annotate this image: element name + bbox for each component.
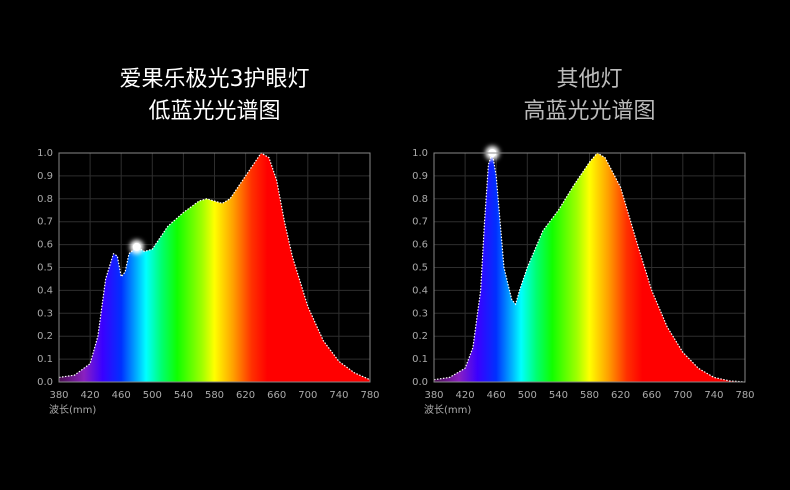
x-tick-label: 540 [549, 390, 568, 401]
y-tick-label: 0.7 [37, 217, 53, 228]
y-tick-label: 0.0 [37, 377, 53, 388]
y-tick-label: 0.2 [412, 331, 428, 342]
x-tick-label: 700 [298, 390, 317, 401]
x-tick-label: 740 [329, 390, 348, 401]
x-tick-label: 780 [735, 390, 754, 401]
x-tick-label: 460 [487, 390, 506, 401]
x-tick-label: 460 [112, 390, 131, 401]
x-tick-label: 580 [205, 390, 224, 401]
y-tick-label: 0.6 [412, 240, 428, 251]
y-tick-label: 0.7 [412, 217, 428, 228]
x-tick-label: 420 [456, 390, 475, 401]
x-tick-label: 500 [518, 390, 537, 401]
peak-dot [132, 242, 141, 251]
chart-title: 爱果乐极光3护眼灯 [120, 67, 310, 92]
x-tick-label: 660 [642, 390, 661, 401]
x-tick-label: 580 [580, 390, 599, 401]
y-tick-label: 0.2 [37, 331, 53, 342]
y-tick-label: 0.8 [37, 194, 53, 205]
x-tick-label: 380 [424, 390, 443, 401]
y-tick-label: 0.4 [37, 285, 53, 296]
x-tick-label: 420 [81, 390, 100, 401]
spectrum-line [58, 152, 371, 381]
y-tick-label: 0.3 [37, 308, 53, 319]
y-tick-label: 0.6 [37, 240, 53, 251]
y-tick-label: 1.0 [412, 148, 428, 159]
x-tick-label: 540 [174, 390, 193, 401]
chart-title: 其他灯 [556, 67, 622, 92]
y-tick-label: 0.8 [412, 194, 428, 205]
y-tick-label: 0.0 [412, 377, 428, 388]
y-tick-label: 0.9 [37, 171, 53, 182]
x-axis-label: 波长(mm) [424, 403, 471, 416]
plot-border [433, 152, 746, 383]
y-tick-label: 0.3 [412, 308, 428, 319]
x-tick-label: 500 [143, 390, 162, 401]
x-axis-label: 波长(mm) [49, 403, 96, 416]
x-tick-label: 660 [267, 390, 286, 401]
plot-border [58, 152, 371, 383]
y-tick-label: 1.0 [37, 148, 53, 159]
x-tick-label: 700 [673, 390, 692, 401]
x-tick-label: 740 [704, 390, 723, 401]
y-tick-label: 0.9 [412, 171, 428, 182]
chart-subtitle: 高蓝光光谱图 [523, 99, 655, 124]
y-tick-label: 0.1 [412, 354, 428, 365]
x-tick-label: 620 [236, 390, 255, 401]
chart-subtitle: 低蓝光光谱图 [148, 99, 280, 124]
y-tick-label: 0.4 [412, 285, 428, 296]
spectrum-area [434, 153, 745, 382]
y-tick-label: 0.5 [37, 263, 53, 274]
x-tick-label: 380 [49, 390, 68, 401]
y-tick-label: 0.5 [412, 263, 428, 274]
spectrum-line [433, 152, 746, 383]
x-tick-label: 620 [611, 390, 630, 401]
y-tick-label: 0.1 [37, 354, 53, 365]
x-tick-label: 780 [360, 390, 379, 401]
spectrum-area [59, 153, 370, 382]
